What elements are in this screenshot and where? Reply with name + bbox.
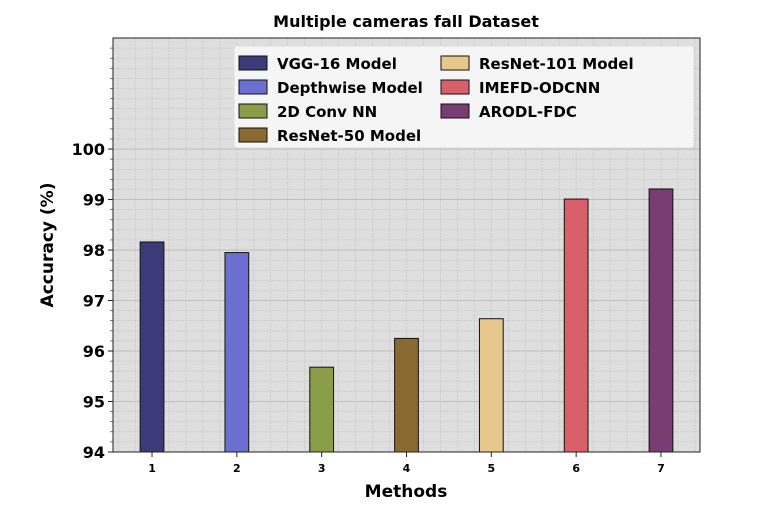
legend-swatch [238, 103, 268, 119]
y-tick-label: 97 [83, 292, 105, 311]
bar-arodl-fdc [648, 188, 674, 453]
x-tick-label: 6 [572, 462, 580, 475]
legend-label: IMEFD-ODCNN [479, 79, 600, 97]
legend-box [233, 45, 695, 149]
y-tick-label: 96 [83, 342, 105, 361]
legend-label: VGG-16 Model [277, 55, 397, 73]
x-tick-label: 7 [657, 462, 665, 475]
legend-label: Depthwise Model [277, 79, 423, 97]
y-tick-label: 95 [83, 393, 105, 412]
legend-swatch [440, 55, 470, 71]
y-tick-label: 99 [83, 191, 105, 210]
y-tick-label: 94 [83, 443, 105, 462]
x-tick-label: 4 [403, 462, 411, 475]
bar-resnet-101-model [478, 318, 504, 453]
y-axis-label: Accuracy (%) [38, 183, 58, 308]
legend-label: 2D Conv NN [277, 103, 377, 121]
x-tick-label: 5 [487, 462, 495, 475]
legend-label: ARODL-FDC [479, 103, 577, 121]
legend-label: ResNet-101 Model [479, 55, 634, 73]
legend-swatch [238, 55, 268, 71]
x-tick-label: 2 [233, 462, 241, 475]
legend-swatch [440, 103, 470, 119]
y-tick-label: 100 [72, 140, 105, 159]
chart-title: Multiple cameras fall Dataset [273, 12, 539, 31]
legend-label: ResNet-50 Model [277, 127, 421, 145]
bar-imefd-odcnn [563, 198, 589, 453]
legend-swatch [440, 79, 470, 95]
legend-swatch [238, 127, 268, 143]
bar-resnet-50-model [394, 337, 419, 453]
x-axis-label: Methods [365, 482, 448, 502]
bar-2d-conv-nn [309, 366, 335, 453]
bar-vgg-16-model [139, 241, 165, 453]
legend-swatch [238, 79, 268, 95]
x-tick-label: 1 [148, 462, 156, 475]
bar-depthwise-model [224, 252, 250, 453]
y-tick-label: 98 [83, 241, 105, 260]
x-tick-label: 3 [318, 462, 326, 475]
